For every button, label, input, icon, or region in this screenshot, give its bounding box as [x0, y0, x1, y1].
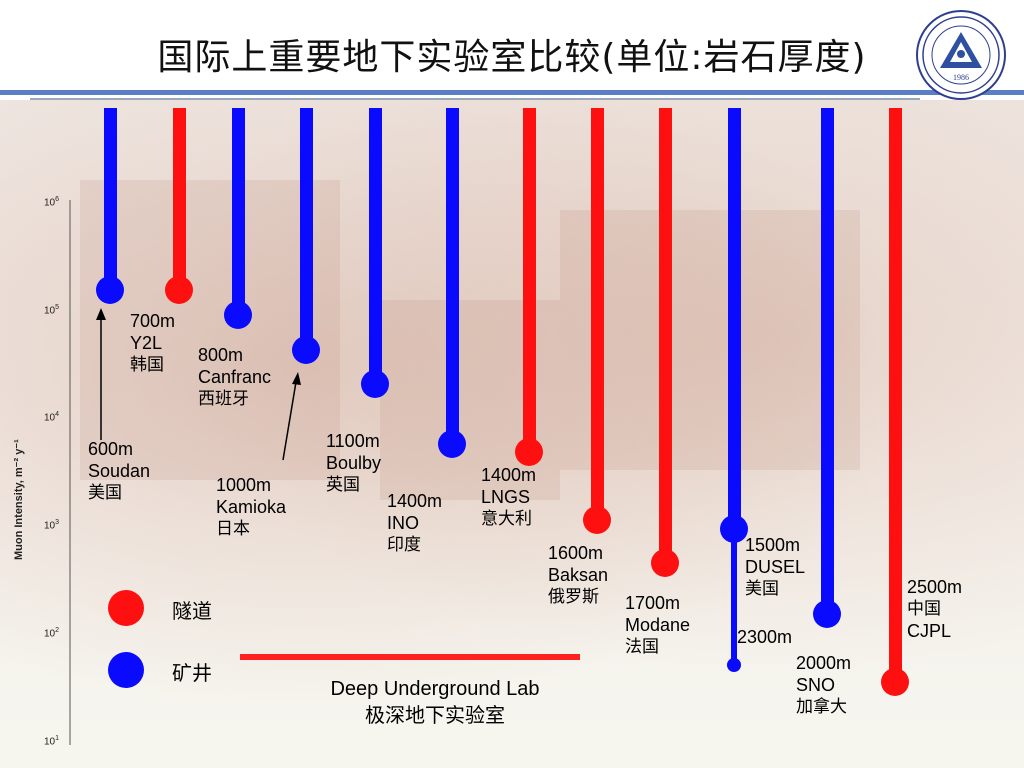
lab-bar-modane — [651, 108, 679, 577]
lab-bar-ino — [438, 108, 466, 458]
lab-label-kamioka: 1000m Kamioka 日本 — [216, 475, 287, 539]
lab-bar-kamioka — [292, 108, 320, 364]
lab-label-modane: 1700m Modane 法国 — [625, 593, 691, 657]
lab-label-baksan: 1600m Baksan 俄罗斯 — [548, 543, 609, 607]
lab-label-canfranc: 800m Canfranc 西班牙 — [198, 345, 272, 409]
lab-bar-canfranc — [224, 108, 252, 329]
lab-label-cjpl: 2500m 中国 CJPL — [907, 577, 963, 641]
legend-shaft-swatch — [108, 652, 144, 688]
deep-lab-caption: Deep Underground Lab 极深地下实验室 — [330, 678, 540, 727]
y-tick-1e6: 106 — [44, 196, 60, 209]
y-tick-1e1: 101 — [44, 735, 60, 748]
lab-label-dusel: 1500m DUSEL 美国 — [745, 535, 806, 599]
title-divider-thin — [30, 98, 920, 100]
lab-bar-dusel — [720, 108, 748, 672]
y-tick-1e4: 104 — [44, 411, 60, 424]
lab-label-dusel-deep: 2300m — [737, 627, 793, 647]
deep-lab-marker-line — [240, 654, 580, 660]
y-tick-1e5: 105 — [44, 304, 60, 317]
lab-label-y2l: 700m Y2L 韩国 — [130, 311, 176, 375]
lab-label-lngs: 1400m LNGS 意大利 — [481, 465, 537, 529]
nsfc-logo: 1986 — [916, 10, 1006, 100]
lab-bar-y2l — [165, 108, 193, 304]
svg-text:1986: 1986 — [953, 73, 969, 82]
soudan-arrow — [96, 308, 106, 440]
y-tick-1e2: 102 — [44, 627, 60, 640]
lab-bar-boulby — [361, 108, 389, 398]
y-tick-1e3: 103 — [44, 519, 60, 532]
lab-bar-baksan — [583, 108, 611, 534]
lab-label-soudan: 600m Soudan 美国 — [88, 439, 151, 503]
lab-bar-sno — [813, 108, 841, 628]
legend-shaft-label: 矿井 — [172, 661, 212, 685]
page-title: 国际上重要地下实验室比较(单位:岩石厚度) — [157, 37, 867, 78]
lab-label-boulby: 1100m Boulby 英国 — [326, 431, 382, 495]
lab-bar-cjpl — [881, 108, 909, 696]
legend-tunnel-label: 隧道 — [172, 599, 212, 623]
lab-label-sno: 2000m SNO 加拿大 — [796, 653, 852, 717]
lab-label-ino: 1400m INO 印度 — [387, 491, 443, 555]
lab-bar-lngs — [515, 108, 543, 466]
lab-bar-soudan — [96, 108, 124, 304]
kamioka-arrow — [282, 372, 301, 461]
title-divider — [0, 90, 1024, 95]
legend-tunnel-swatch — [108, 590, 144, 626]
